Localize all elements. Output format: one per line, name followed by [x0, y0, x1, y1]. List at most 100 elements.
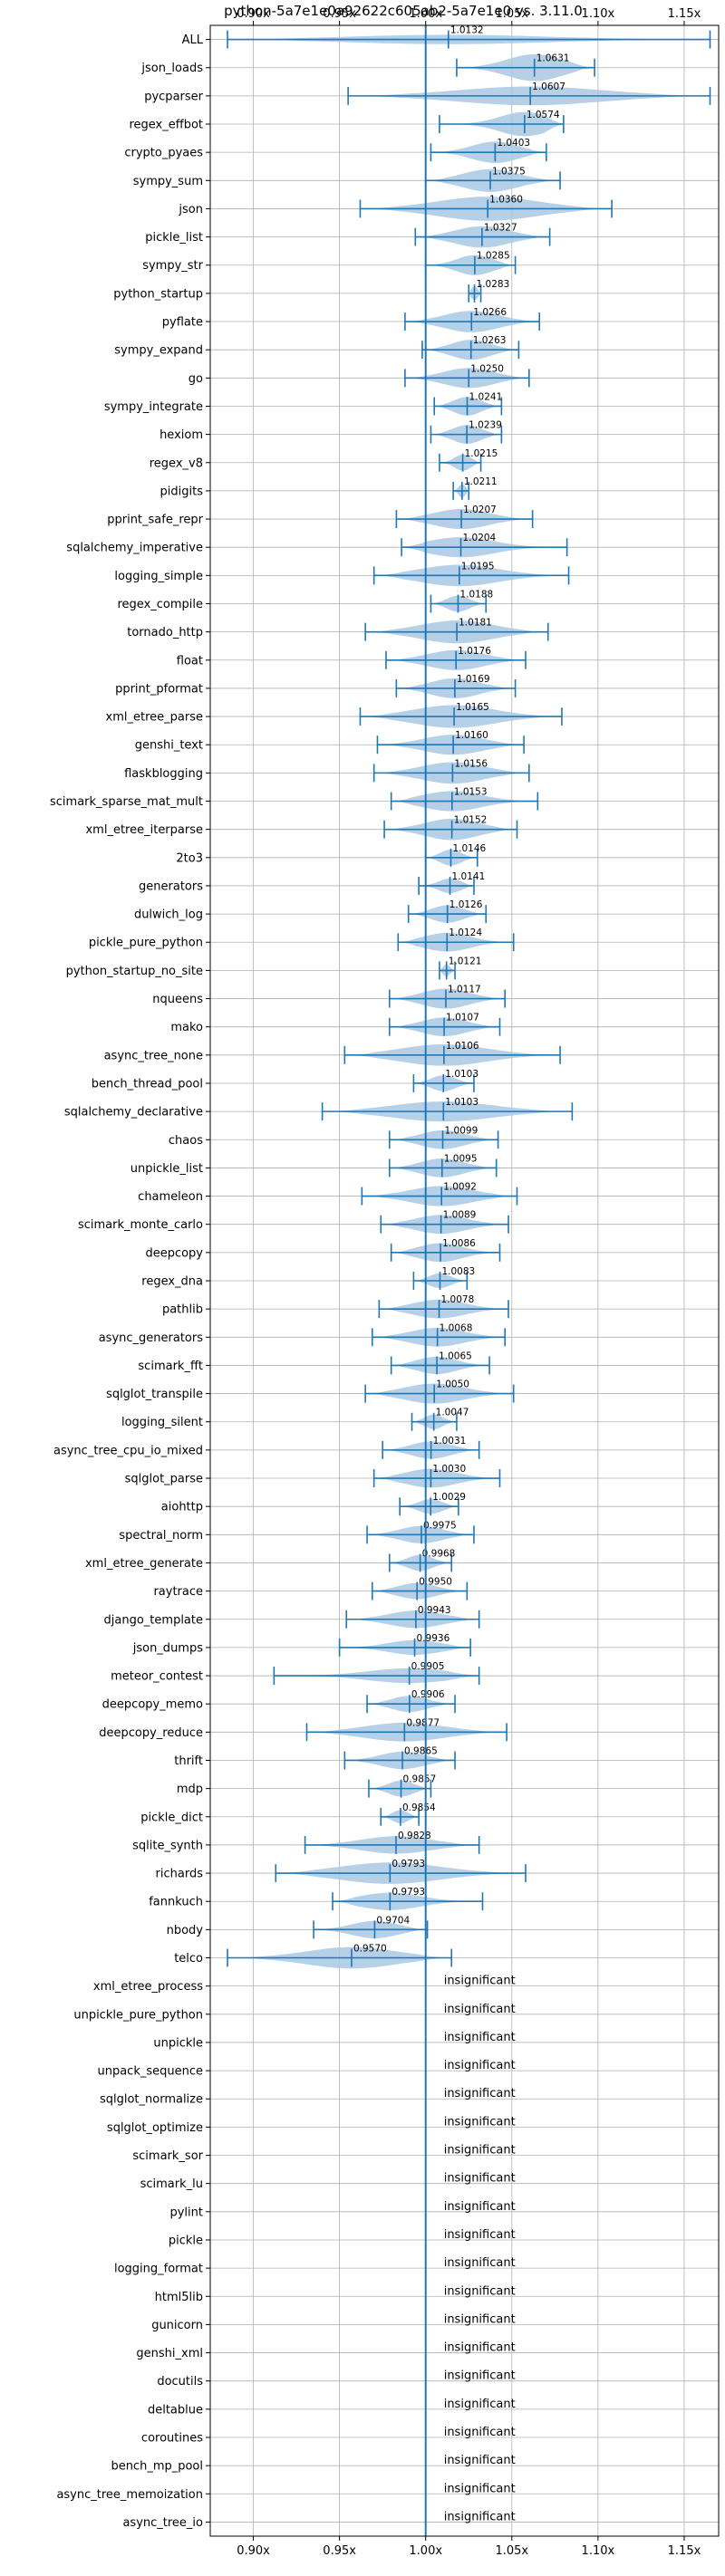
benchmark-row: raytrace 0.9950: [153, 1577, 719, 1600]
mean-value-label: 1.0095: [444, 1153, 478, 1164]
benchmark-row: python_startup_no_site 1.0121: [66, 956, 719, 980]
y-tick-label: raytrace: [153, 1585, 203, 1599]
mean-value-label: 1.0263: [473, 335, 507, 346]
benchmark-row: sqlglot_normalize insignificant: [100, 2087, 719, 2107]
mean-value-label: 1.0631: [536, 53, 570, 64]
y-tick-label: generators: [139, 879, 203, 893]
mean-value-label: 1.0099: [445, 1125, 478, 1136]
y-tick-label: pickle_list: [145, 231, 203, 245]
y-tick-label: regex_v8: [150, 457, 203, 470]
insignificant-label: insignificant: [444, 2087, 516, 2100]
benchmark-row: pprint_pformat 1.0169: [115, 674, 719, 699]
mean-value-label: 1.0121: [449, 956, 482, 966]
y-tick-label: django_template: [104, 1613, 203, 1627]
insignificant-label: insignificant: [444, 2003, 516, 2016]
mean-value-label: 1.0250: [470, 363, 504, 374]
benchmark-row: pyflate 1.0266: [162, 307, 719, 332]
benchmark-row: sqlglot_transpile 1.0050: [106, 1379, 719, 1404]
y-tick-label: python_startup: [113, 287, 203, 301]
y-tick-label: thrift: [174, 1754, 203, 1768]
x-tick-label-top: 1.00x: [409, 7, 442, 21]
benchmark-row: regex_v8 1.0215: [150, 448, 719, 472]
y-tick-label: meteor_contest: [111, 1670, 203, 1684]
benchmark-row: scimark_lu insignificant: [140, 2172, 719, 2191]
mean-value-label: 1.0103: [445, 1069, 478, 1080]
insignificant-label: insignificant: [444, 2312, 516, 2326]
y-tick-label: sympy_sum: [133, 175, 203, 188]
y-tick-label: deepcopy_memo: [102, 1698, 203, 1712]
mean-value-label: 1.0176: [458, 646, 491, 657]
insignificant-label: insignificant: [444, 2256, 516, 2270]
benchmark-row: pathlib 1.0078: [162, 1294, 719, 1319]
y-tick-label: sqlalchemy_imperative: [66, 542, 203, 555]
benchmark-row: fannkuch 0.9793: [149, 1887, 719, 1911]
y-tick-label: xml_etree_parse: [106, 711, 203, 725]
mean-value-label: 1.0089: [443, 1210, 477, 1221]
mean-value-label: 1.0607: [532, 82, 566, 92]
y-tick-label: json_dumps: [132, 1641, 203, 1655]
y-tick-label: mdp: [177, 1783, 203, 1796]
y-tick-label: xml_etree_iterparse: [85, 823, 203, 837]
y-tick-label: genshi_xml: [136, 2347, 203, 2360]
mean-value-label: 1.0160: [455, 730, 488, 741]
y-tick-label: logging_simple: [114, 570, 203, 583]
benchmark-row: pidigits 1.0211: [160, 476, 719, 500]
benchmark-row: scimark_sparse_mat_mult 1.0153: [50, 787, 719, 812]
benchmark-row: sympy_str 1.0285: [142, 251, 719, 275]
benchmark-row: sqlglot_parse 1.0030: [125, 1464, 719, 1488]
mean-value-label: 1.0152: [454, 815, 488, 826]
x-tick-layer: 0.90x 0.90x 0.95x 0.95x 1.00x 1.00x 1.05x 1.05x…: [237, 7, 701, 2558]
y-tick-label: richards: [156, 1868, 204, 1881]
benchmark-row: bench_mp_pool insignificant: [111, 2454, 719, 2474]
benchmark-row: genshi_xml insignificant: [136, 2341, 719, 2360]
insignificant-label: insignificant: [444, 2059, 516, 2072]
y-tick-label: scimark_sparse_mat_mult: [50, 795, 203, 809]
mean-value-label: 1.0285: [477, 251, 510, 262]
mean-value-label: 1.0403: [497, 138, 530, 149]
y-tick-label: scimark_sor: [132, 2149, 203, 2163]
mean-value-label: 1.0153: [454, 787, 488, 798]
mean-value-label: 0.9854: [402, 1802, 436, 1813]
mean-value-label: 1.0124: [449, 928, 482, 938]
benchmark-row: pickle_dict 0.9854: [140, 1802, 719, 1826]
benchmark-row: mdp 0.9857: [177, 1774, 719, 1798]
mean-value-label: 1.0065: [439, 1350, 472, 1361]
benchmark-row: sqlglot_optimize insignificant: [107, 2115, 719, 2135]
mean-value-label: 1.0050: [436, 1379, 469, 1390]
benchmark-row: logging_silent 1.0047: [121, 1408, 719, 1431]
benchmark-row: pickle_pure_python 1.0124: [89, 928, 719, 952]
x-tick-label-top: 0.95x: [323, 7, 356, 21]
insignificant-label: insignificant: [444, 1975, 516, 1988]
mean-value-label: 1.0083: [441, 1266, 475, 1277]
benchmark-row: dulwich_log 1.0126: [134, 899, 719, 924]
benchmark-row: async_tree_none 1.0106: [104, 1041, 719, 1066]
mean-value-label: 1.0327: [484, 223, 517, 234]
y-tick-label: json_loads: [140, 62, 203, 75]
benchmark-row: ALL 1.0132: [182, 25, 719, 49]
benchmark-row: pycparser 1.0607: [144, 82, 719, 106]
y-tick-label: nbody: [167, 1924, 204, 1937]
x-tick-label-top: 1.15x: [668, 7, 701, 21]
benchmark-row: deltablue insignificant: [148, 2398, 719, 2417]
y-tick-label: async_tree_memoization: [56, 2488, 203, 2502]
benchmark-row: regex_dna 1.0083: [141, 1266, 719, 1290]
x-tick-label-bottom: 0.90x: [237, 2544, 270, 2558]
benchmark-row: nbody 0.9704: [167, 1915, 719, 1939]
y-tick-label: pidigits: [160, 485, 204, 498]
benchmark-row: thrift 0.9865: [174, 1745, 719, 1770]
y-tick-label: mako: [170, 1021, 203, 1034]
benchmark-row: pprint_safe_repr 1.0207: [107, 505, 719, 530]
mean-value-label: 1.0031: [433, 1436, 467, 1447]
mean-value-label: 1.0078: [441, 1294, 475, 1305]
benchmark-row: 2to3 1.0146: [176, 843, 719, 867]
benchmark-row: chameleon 1.0092: [138, 1182, 719, 1206]
mean-value-label: 1.0141: [452, 871, 486, 882]
y-tick-label: crypto_pyaes: [124, 147, 203, 160]
y-tick-label: pickle_dict: [140, 1811, 203, 1824]
x-tick-label-top: 1.05x: [495, 7, 528, 21]
y-tick-label: unpickle: [153, 2036, 203, 2050]
y-tick-label: deepcopy: [145, 1246, 203, 1260]
x-tick-label-bottom: 1.15x: [668, 2544, 701, 2558]
benchmark-row: telco 0.9570: [174, 1944, 719, 1969]
plot-frame: [209, 24, 720, 2537]
